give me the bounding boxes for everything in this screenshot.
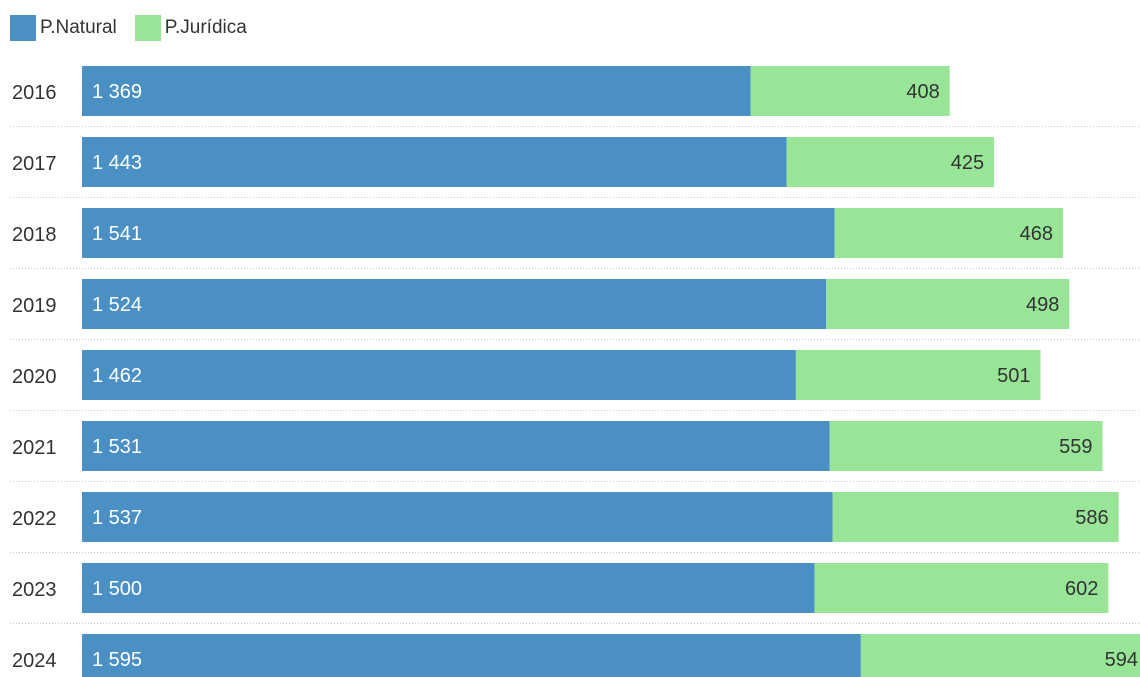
legend-item-juridica: P.Jurídica — [134, 15, 247, 41]
data-label-juridica: 498 — [1026, 294, 1059, 316]
bar-segment-natural — [82, 350, 796, 400]
chart-legend: P.Natural P.Jurídica — [10, 14, 265, 42]
data-label-natural: 1 369 — [92, 81, 142, 103]
data-label-juridica: 425 — [951, 152, 984, 174]
data-label-natural: 1 531 — [92, 436, 142, 458]
bar-segment-juridica — [832, 492, 1119, 542]
year-label: 2018 — [12, 224, 57, 246]
bar-segment-juridica — [795, 350, 1041, 400]
legend-item-natural: P.Natural — [10, 15, 117, 41]
year-label: 2024 — [12, 650, 57, 672]
data-label-juridica: 586 — [1075, 507, 1108, 529]
year-label: 2017 — [12, 153, 57, 175]
data-label-juridica: 602 — [1065, 578, 1098, 600]
bar-segment-natural — [82, 492, 833, 542]
bar-segment-juridica — [814, 563, 1109, 613]
year-label: 2023 — [12, 579, 57, 601]
data-label-juridica: 408 — [906, 81, 939, 103]
data-label-natural: 1 524 — [92, 294, 142, 316]
bar-segment-natural — [82, 279, 827, 329]
year-label: 2021 — [12, 437, 57, 459]
year-label: 2019 — [12, 295, 57, 317]
data-label-juridica: 559 — [1059, 436, 1092, 458]
legend-swatch-natural — [10, 15, 36, 41]
data-label-juridica: 594 — [1105, 649, 1138, 671]
data-label-natural: 1 541 — [92, 223, 142, 245]
bar-segment-juridica — [826, 279, 1070, 329]
bar-segment-juridica — [786, 137, 995, 187]
legend-swatch-juridica — [134, 15, 161, 41]
bar-segment-natural — [82, 208, 835, 258]
bar-segment-juridica — [860, 634, 1140, 677]
legend-label-juridica: P.Jurídica — [164, 17, 247, 38]
bar-segment-juridica — [829, 421, 1103, 471]
year-label: 2016 — [12, 82, 57, 104]
bar-segment-natural — [82, 66, 751, 116]
legend-label-natural: P.Natural — [40, 17, 117, 38]
bar-segment-natural — [82, 634, 861, 677]
bar-segment-juridica — [750, 66, 950, 116]
bar-segment-natural — [82, 563, 815, 613]
year-label: 2020 — [12, 366, 57, 388]
data-label-juridica: 501 — [997, 365, 1030, 387]
bar-segment-natural — [82, 421, 830, 471]
data-label-natural: 1 537 — [92, 507, 142, 529]
data-label-natural: 1 443 — [92, 152, 142, 174]
data-label-natural: 1 595 — [92, 649, 142, 671]
data-label-natural: 1 462 — [92, 365, 142, 387]
data-label-natural: 1 500 — [92, 578, 142, 600]
bar-segment-natural — [82, 137, 787, 187]
year-label: 2022 — [12, 508, 57, 530]
data-label-juridica: 468 — [1020, 223, 1053, 245]
bar-segment-juridica — [834, 208, 1063, 258]
